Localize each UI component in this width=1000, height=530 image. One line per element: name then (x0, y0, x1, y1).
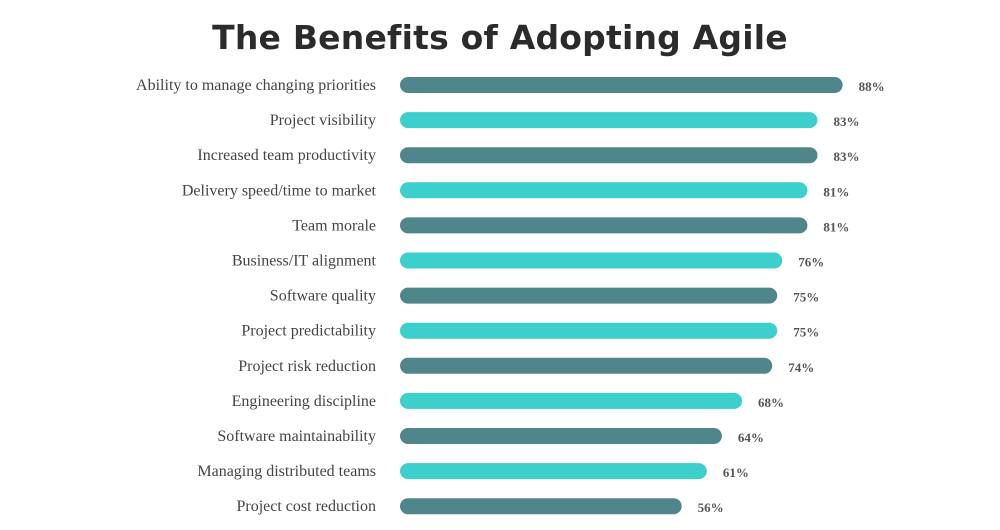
category-label: Project cost reduction (236, 498, 376, 515)
bar (400, 217, 808, 234)
bar (400, 182, 808, 199)
category-label: Delivery speed/time to market (182, 182, 377, 199)
bar (400, 287, 778, 304)
value-label: 61% (723, 465, 749, 480)
category-label: Increased team productivity (197, 147, 376, 164)
category-label: Ability to manage changing priorities (136, 77, 376, 94)
value-label: 88% (859, 79, 885, 94)
bar (400, 77, 843, 93)
value-label: 75% (793, 325, 819, 340)
category-label: Software maintainability (217, 428, 376, 445)
category-label: Engineering discipline (232, 393, 376, 410)
bar (400, 392, 743, 409)
value-label: 74% (788, 360, 814, 375)
category-label: Project visibility (270, 112, 376, 129)
value-label: 76% (798, 255, 824, 270)
value-label: 83% (833, 114, 859, 129)
category-label: Project predictability (241, 323, 376, 340)
category-label: Team morale (292, 217, 376, 234)
bar (400, 112, 818, 129)
category-label: Business/IT alignment (232, 253, 377, 270)
bar (400, 252, 783, 269)
bar (400, 147, 818, 164)
bar (400, 428, 722, 444)
value-label: 81% (823, 184, 849, 199)
value-label: 56% (698, 500, 724, 515)
value-label: 81% (823, 219, 849, 234)
category-label: Project risk reduction (238, 358, 376, 375)
bar (400, 463, 707, 480)
bar (400, 498, 682, 515)
category-label: Managing distributed teams (197, 463, 376, 480)
value-label: 64% (738, 430, 764, 445)
bar (400, 322, 778, 339)
value-label: 75% (793, 290, 819, 305)
value-label: 83% (833, 149, 859, 164)
bar (400, 357, 773, 374)
chart-title: The Benefits of Adopting Agile (212, 18, 788, 57)
value-label: 68% (758, 395, 784, 410)
category-label: Software quality (270, 288, 376, 305)
